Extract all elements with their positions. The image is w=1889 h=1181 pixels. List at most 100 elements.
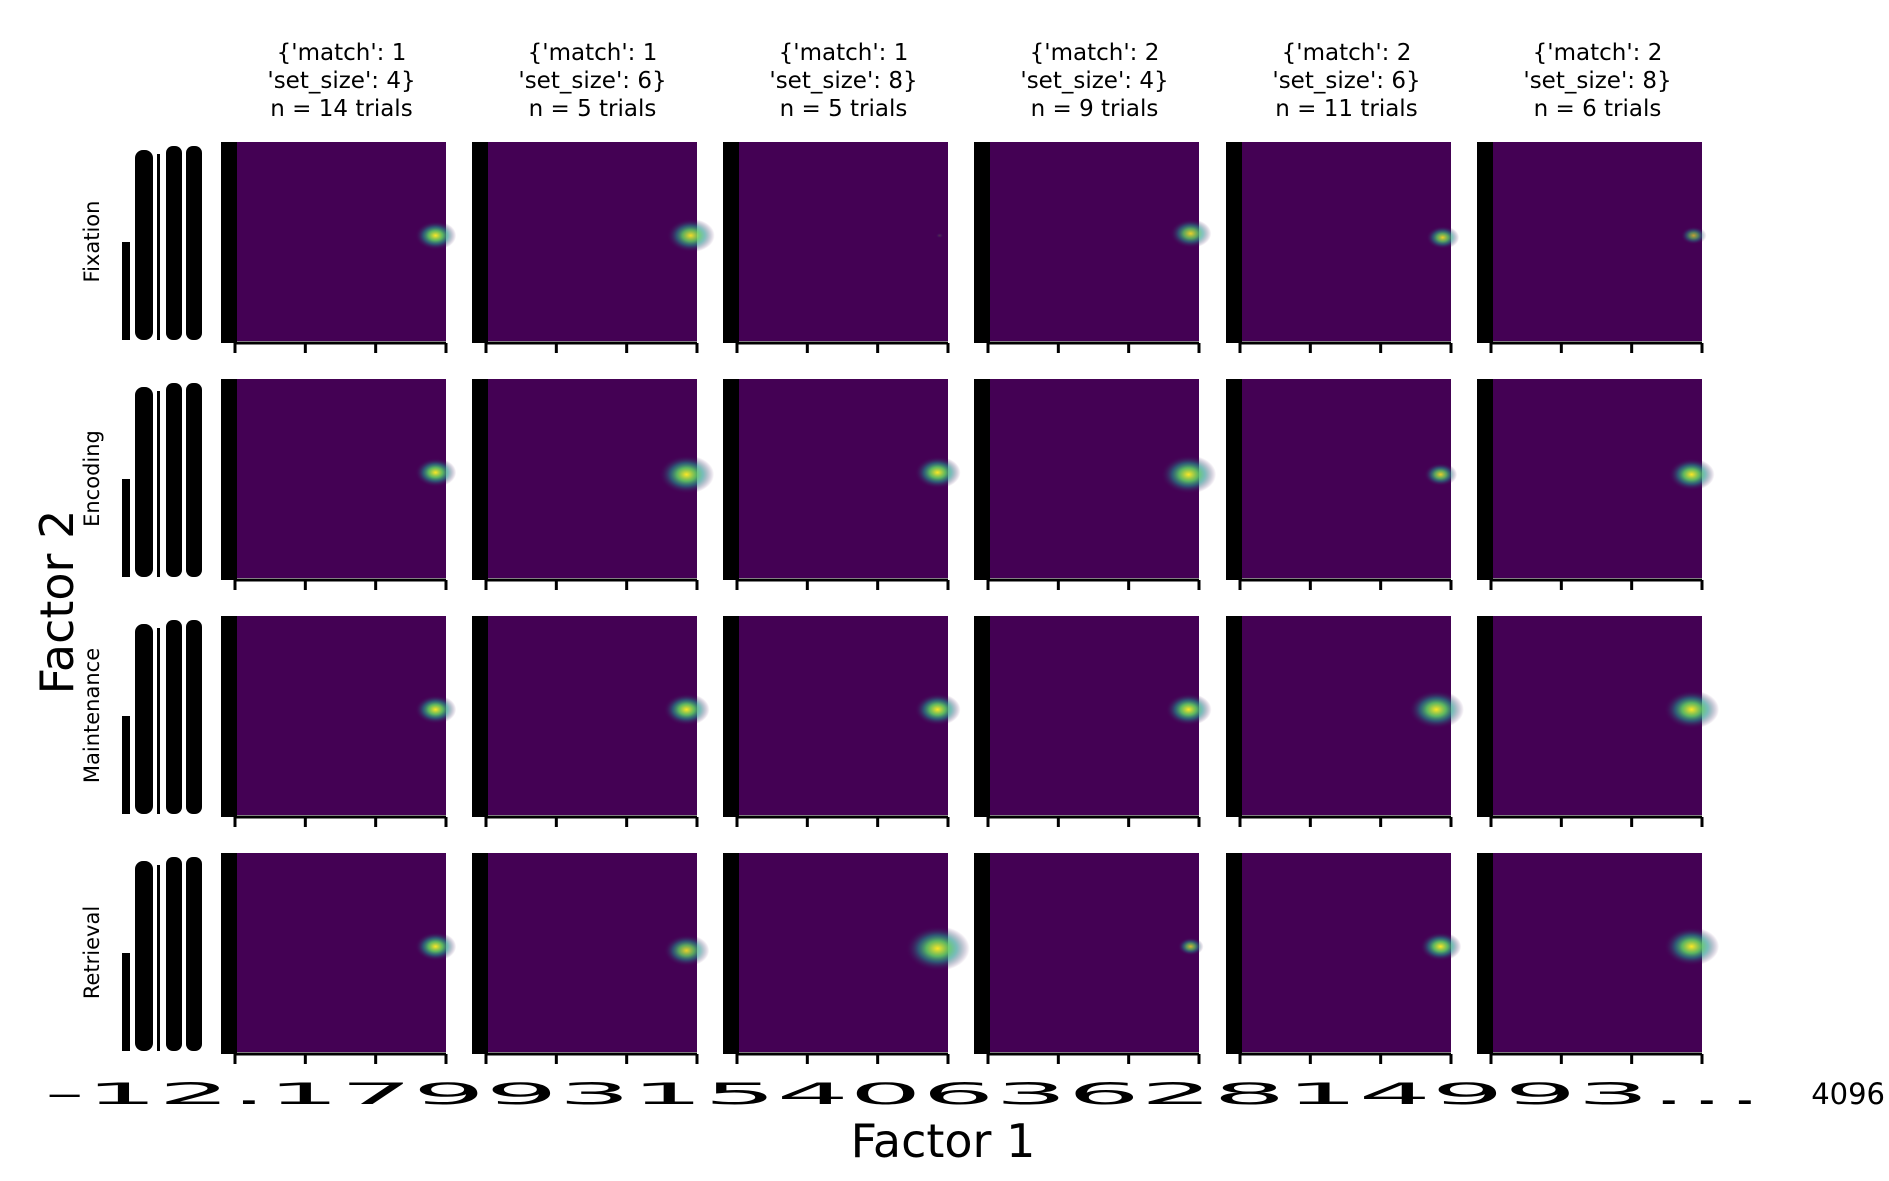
y-axis-tick-band xyxy=(723,616,739,817)
heatmap-hotspot xyxy=(415,221,456,250)
y-axis-tick-band xyxy=(723,853,739,1054)
heatmap-panel xyxy=(472,853,709,1064)
column-title-line: n = 14 trials xyxy=(270,96,412,122)
heatmap-hotspot xyxy=(659,455,714,494)
y-tick-line xyxy=(157,391,160,577)
heatmap-panel xyxy=(1477,616,1719,827)
y-tick-bar xyxy=(122,716,130,814)
y-tick-glyphs xyxy=(186,620,202,814)
heatmap-panel xyxy=(1226,616,1464,827)
heatmap-hotspot xyxy=(664,935,710,967)
heatmap-background xyxy=(1242,142,1451,341)
y-tick-glyphs xyxy=(166,146,182,340)
y-axis-tick-band xyxy=(1226,142,1242,343)
heatmap-hotspot xyxy=(1664,690,1719,729)
heatmap-hotspot xyxy=(664,693,710,725)
heatmap-background xyxy=(990,853,1199,1052)
y-tick-glyphs xyxy=(135,861,153,1051)
column-title-line: {'match': 1 xyxy=(277,40,407,66)
column-title-line: 'set_size': 6} xyxy=(1272,68,1420,94)
column-title-line: n = 5 trials xyxy=(780,96,908,122)
heatmap-panel xyxy=(723,616,961,827)
heatmap-hotspot xyxy=(1664,927,1719,966)
y-axis-tick-band xyxy=(1226,379,1242,580)
column-title-line: n = 9 trials xyxy=(1031,96,1159,122)
y-axis-tick-band xyxy=(221,379,237,580)
heatmap-hotspot xyxy=(1420,932,1461,961)
heatmap-background xyxy=(237,379,446,578)
column-title-line: 'set_size': 8} xyxy=(1523,68,1671,94)
y-axis-tick-band xyxy=(1477,616,1493,817)
heatmap-background xyxy=(237,853,446,1052)
column-title-line: {'match': 2 xyxy=(1533,40,1663,66)
heatmap-hotspot xyxy=(1170,219,1211,248)
heatmap-background xyxy=(990,142,1199,341)
heatmap-panel xyxy=(1226,853,1461,1064)
y-tick-line xyxy=(157,154,160,340)
heatmap-hotspot xyxy=(936,233,943,238)
y-axis-tick-band xyxy=(472,142,488,343)
heatmap-panel xyxy=(974,142,1211,353)
x-axis-label: Factor 1 xyxy=(851,1114,1036,1168)
x-tick-label-tail: 4096 xyxy=(1811,1077,1885,1111)
heatmap-hotspot xyxy=(1178,938,1204,956)
y-tick-line xyxy=(157,628,160,814)
column-title-line: {'match': 1 xyxy=(779,40,909,66)
heatmap-panel xyxy=(723,142,948,353)
heatmap-hotspot xyxy=(415,458,456,487)
heatmap-panel xyxy=(472,379,714,590)
heatmap-hotspot xyxy=(415,932,456,961)
heatmap-panel xyxy=(221,853,456,1064)
column-title: {'match': 2'set_size': 6} n = 11 trials xyxy=(1272,40,1420,122)
y-tick-glyphs xyxy=(186,146,202,340)
heatmap-panel xyxy=(221,616,456,827)
heatmap-panel xyxy=(1477,379,1715,590)
column-title-line: {'match': 2 xyxy=(1030,40,1160,66)
y-tick-bar xyxy=(122,953,130,1051)
heatmap-hotspot xyxy=(1161,455,1216,494)
y-axis-tick-band xyxy=(974,142,990,343)
y-axis-tick-band xyxy=(974,616,990,817)
y-axis-label: Factor 2 xyxy=(30,510,84,695)
column-title-line: {'match': 1 xyxy=(528,40,658,66)
y-axis-tick-band xyxy=(974,379,990,580)
column-title: {'match': 1'set_size': 8} n = 5 trials xyxy=(769,40,917,122)
column-title-line: 'set_size': 4} xyxy=(267,68,415,94)
column-title: {'match': 1'set_size': 4} n = 14 trials xyxy=(267,40,415,122)
heatmap-hotspot xyxy=(415,695,456,724)
heatmap-panel xyxy=(723,853,970,1064)
y-tick-glyphs xyxy=(135,624,153,814)
x-tick-label-overlap: -12.1799315406362814993… xyxy=(44,1077,1764,1111)
column-title: {'match': 2'set_size': 4} n = 9 trials xyxy=(1020,40,1168,122)
row-label: Fixation xyxy=(80,201,104,283)
y-axis-tick-band xyxy=(221,616,237,817)
y-axis-tick-band xyxy=(221,853,237,1054)
heatmap-panel xyxy=(974,616,1212,827)
heatmap-background xyxy=(739,142,948,341)
y-tick-glyphs xyxy=(135,387,153,577)
heatmap-hotspot xyxy=(915,693,961,725)
y-axis-tick-band xyxy=(974,853,990,1054)
y-tick-glyphs xyxy=(166,383,182,577)
row-label: Retrieval xyxy=(80,906,104,999)
heatmap-panel xyxy=(1477,853,1719,1064)
heatmap-hotspot xyxy=(915,456,961,488)
heatmap-panel xyxy=(472,616,710,827)
y-tick-glyphs xyxy=(186,383,202,577)
heatmap-panel xyxy=(221,379,456,590)
column-title-line: n = 11 trials xyxy=(1275,96,1417,122)
y-tick-glyphs xyxy=(166,620,182,814)
heatmap-panel xyxy=(1226,142,1459,353)
y-tick-bar xyxy=(122,242,130,340)
y-axis-tick-band xyxy=(1226,853,1242,1054)
y-axis-tick-band xyxy=(1226,616,1242,817)
heatmap-panel xyxy=(723,379,961,590)
y-tick-glyphs xyxy=(186,857,202,1051)
y-tick-bar xyxy=(122,479,130,577)
heatmap-hotspot xyxy=(905,926,969,971)
y-axis-tick-band xyxy=(472,616,488,817)
heatmap-hotspot xyxy=(1681,227,1707,245)
heatmap-panel xyxy=(1226,379,1457,590)
y-axis-tick-band xyxy=(472,379,488,580)
